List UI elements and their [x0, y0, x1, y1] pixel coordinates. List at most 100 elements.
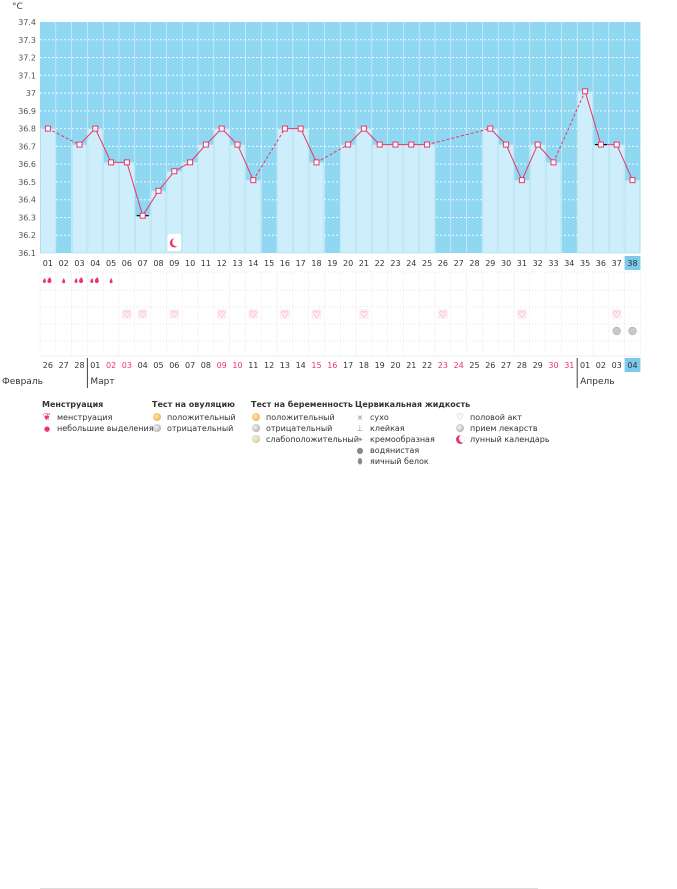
- temperature-point: [345, 141, 352, 148]
- cycle-day-label: 38: [627, 259, 637, 268]
- date-label: 15: [311, 361, 321, 370]
- creamy-icon: ❧: [356, 434, 364, 444]
- y-tick-label: 36.5: [18, 178, 36, 187]
- temperature-bar: [403, 144, 419, 254]
- heart-icon: ♡: [613, 311, 621, 321]
- temperature-point: [487, 125, 494, 132]
- heart-cell: [121, 309, 132, 319]
- temperature-point: [108, 159, 115, 166]
- temperature-point: [376, 141, 383, 148]
- sticky-icon: ⊥: [356, 423, 364, 433]
- temperature-bar: [624, 179, 641, 254]
- heart-cell: [279, 309, 290, 319]
- drop-big-icon: [47, 277, 52, 283]
- temperature-line-gap: [47, 128, 80, 146]
- cycle-day-label: 28: [469, 259, 479, 268]
- cycle-day-label: 16: [280, 259, 290, 268]
- temperature-line-gap: [252, 128, 286, 181]
- heart-cell: [248, 309, 259, 319]
- temperature-point: [392, 141, 399, 148]
- temperature-bar: [356, 128, 372, 254]
- cycle-day-label: 27: [454, 259, 464, 268]
- legend-pregnancy-title: Тест на беременность: [251, 400, 353, 409]
- cycle-day-label: 15: [264, 259, 274, 268]
- dry-icon: ×: [356, 412, 364, 422]
- cycle-day-label: 34: [564, 259, 574, 268]
- cycle-day-label: 04: [90, 259, 100, 268]
- y-tick-label: 36.8: [18, 125, 36, 134]
- cycle-day-label: 12: [217, 259, 227, 268]
- temperature-point: [155, 187, 162, 194]
- date-label: 06: [169, 361, 179, 370]
- temperature-point: [281, 125, 288, 132]
- date-label: 02: [106, 361, 116, 370]
- cycle-day-label: 33: [548, 259, 558, 268]
- current-day-cell: [624, 256, 641, 270]
- heart-icon: ♡: [170, 311, 178, 321]
- cycle-day-label: 35: [580, 259, 590, 268]
- temperature-point: [550, 159, 557, 166]
- temperature-point: [76, 141, 83, 148]
- temperature-bar: [308, 162, 325, 254]
- cycle-day-label: 37: [612, 259, 622, 268]
- legend-item-creamy: ❧ кремообразная: [355, 434, 470, 445]
- y-tick-label: 37.1: [18, 71, 36, 80]
- temperature-bar: [498, 144, 514, 254]
- temperature-line: [44, 88, 636, 219]
- cycle-day-label: 23: [390, 259, 400, 268]
- date-label: 13: [280, 361, 290, 370]
- cycle-day-label: 31: [517, 259, 527, 268]
- date-label: 04: [138, 361, 148, 370]
- legend-item-menstruation: ❦ менструация: [42, 412, 154, 423]
- temperature-line-gap: [553, 91, 586, 163]
- circle-negative-icon: [153, 423, 161, 432]
- legend-pregnancy-test: Тест на беременность положительный отриц…: [251, 400, 359, 445]
- date-label: 16: [327, 361, 337, 370]
- date-axis: 26 27 28 01 02 03 04 05 06 07 08 09 10 11 12 13 14 15 16 17…: [2, 355, 641, 388]
- moon-icon: [455, 434, 465, 444]
- temperature-line-segment: [237, 144, 254, 181]
- temperature-point: [171, 168, 178, 175]
- legend-item-sticky: ⊥ клейкая: [355, 423, 470, 434]
- date-label: 24: [454, 361, 464, 370]
- y-tick-label: 37: [26, 89, 36, 98]
- legend-item-sex: ♡ половой акт: [455, 412, 550, 423]
- legend-item-watery: ● водянистая: [355, 445, 470, 456]
- heart-icon: ♡: [249, 311, 257, 321]
- legend-label: яичный белок: [370, 457, 429, 466]
- drop-small-icon: ●: [43, 424, 51, 433]
- legend-label: половой акт: [470, 413, 522, 422]
- temperature-line-segment: [584, 91, 602, 145]
- temperature-point: [123, 159, 130, 166]
- month-label: Февраль: [2, 377, 43, 387]
- heart-icon: ♡: [455, 412, 465, 423]
- temperature-point: [44, 125, 51, 132]
- temperature-point: [187, 159, 194, 166]
- date-label: 21: [406, 361, 416, 370]
- temperature-point: [250, 177, 257, 184]
- cycle-day-label: 05: [106, 259, 116, 268]
- date-label: 09: [217, 361, 227, 370]
- temperature-bar: [419, 144, 435, 254]
- heart-icon: ♡: [139, 311, 147, 321]
- legend-label: клейкая: [370, 424, 405, 433]
- cycle-day-label: 11: [201, 259, 211, 268]
- legend-item-light-discharge: ● небольшие выделения: [42, 423, 154, 434]
- legend-item-egg-white: ⬮ яичный белок: [355, 456, 470, 467]
- heart-cell: [311, 309, 322, 319]
- heart-cell: [516, 309, 527, 319]
- temperature-point: [518, 177, 525, 184]
- date-label: 11: [248, 361, 258, 370]
- temperature-point: [629, 177, 636, 184]
- heart-icon: ♡: [281, 311, 289, 321]
- legend-ovulation-title: Тест на овуляцию: [152, 400, 235, 409]
- date-label: 27: [59, 361, 69, 370]
- date-label: 03: [122, 361, 132, 370]
- drop-big-icon: [94, 277, 99, 283]
- temperature-point: [360, 125, 367, 132]
- date-label: 10: [232, 361, 242, 370]
- temperature-bar: [182, 162, 198, 254]
- cycle-day-label: 08: [153, 259, 163, 268]
- temperature-point: [202, 141, 209, 148]
- date-label: 05: [153, 361, 163, 370]
